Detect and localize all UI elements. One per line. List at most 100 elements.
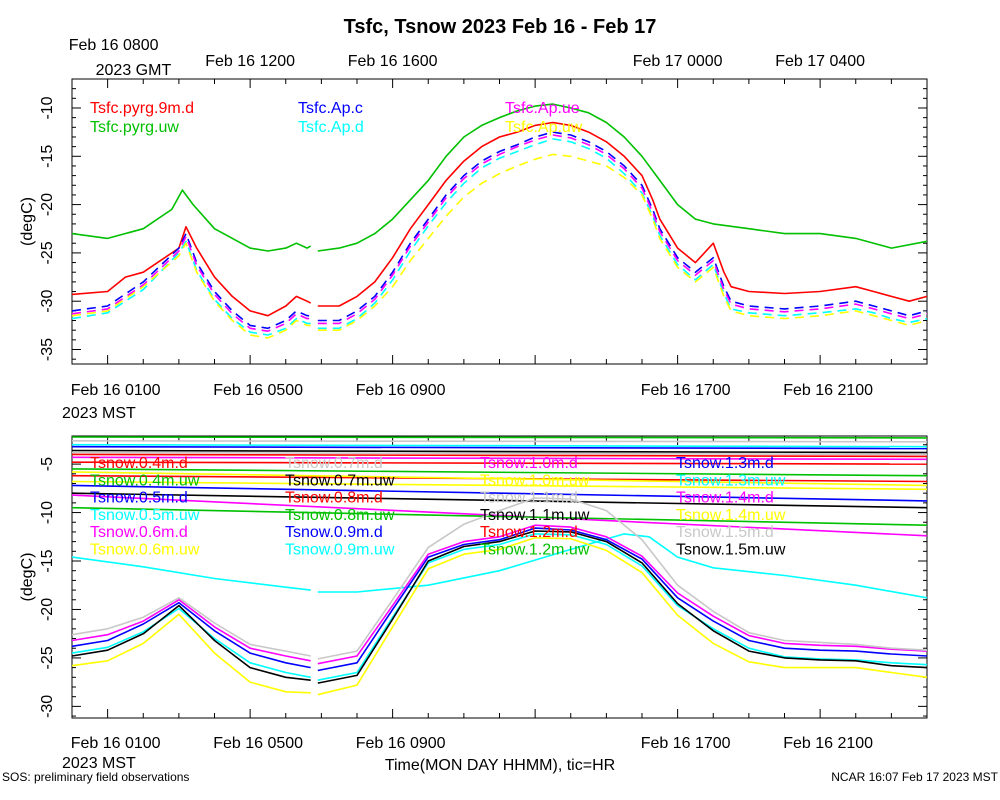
y-tick-label: -15: [39, 145, 56, 168]
gmt-tick-label: Feb 16 1200: [205, 53, 295, 70]
series-line-Tsnow.1.1m.d: [71, 439, 928, 443]
series-line-Tsfc.Ap.d: [317, 138, 928, 330]
legend-entry: Tsnow.0.6m.uw: [90, 542, 200, 559]
legend-entry: Tsnow.0.5m.uw: [90, 507, 200, 524]
legend-entry: Tsnow.1.1m.d: [480, 490, 578, 507]
legend-entry: Tsfc.pyrg.9m.d: [90, 100, 194, 117]
legend-entry: Tsnow.1.0m.d: [480, 455, 578, 472]
y-tick-label: -25: [39, 646, 56, 669]
series-line-Tsnow.0.5m.uw: [71, 556, 311, 591]
y-tick-label: -20: [39, 598, 56, 621]
legend-entry: Tsfc.Ap.ue: [505, 100, 580, 117]
mst-tick-label-p2: Feb 16 0900: [356, 735, 446, 752]
series-line-Tsnow.1.5m.d: [317, 497, 928, 660]
series-line-Tsfc.pyrg.9m.d: [317, 121, 928, 307]
series-line-Tsnow.1.0m.uw: [71, 471, 928, 487]
series-line-Tsnow.0.7m.d: [71, 451, 928, 456]
series-line-Tsnow.0.7m.uw: [71, 492, 928, 509]
mst-tick-label-p1: Feb 16 0500: [213, 382, 303, 399]
x-axis-title: Time(MON DAY HHMM), tic=HR: [385, 757, 615, 774]
series-line-Tsnow.1.4m.uw: [71, 613, 311, 694]
series-line-Tsnow.0.4m.uw: [71, 468, 928, 477]
legend-entry: Tsnow.1.3m.uw: [676, 472, 786, 489]
y-tick-label: -10: [39, 501, 56, 524]
series-line-Tsnow.0.5m.d: [71, 484, 928, 502]
legend-entry: Tsfc.Ap.uw: [505, 119, 583, 136]
series-line-Tsnow.1.0m.d: [71, 456, 928, 461]
legend-entry: Tsnow.0.7m.d: [285, 455, 383, 472]
series-line-Tsnow.1.5m.uw: [71, 604, 311, 681]
legend-entry: Tsnow.0.5m.d: [90, 490, 188, 507]
panel-2: [71, 435, 928, 719]
series-line-Tsnow.1.4m.d: [317, 524, 928, 665]
series-line-Tsnow.1.4m.uw: [317, 536, 928, 696]
legend-entry: Tsnow.1.3m.d: [676, 455, 774, 472]
legend-entry: Tsnow.1.2m.uw: [480, 542, 590, 559]
mst-tick-label-p1: Feb 16 2100: [783, 382, 873, 399]
y-axis-label: (degC): [19, 197, 36, 246]
gmt-tick-label: Feb 16 0800: [69, 37, 159, 54]
y-tick-label: -15: [39, 549, 56, 572]
series-line-Tsnow.1.3m.uw: [317, 533, 928, 681]
series-line-Tsfc.pyrg.uw: [71, 189, 312, 252]
legend-entry: Tsfc.pyrg.uw: [90, 119, 179, 136]
legend-entry: Tsnow.0.8m.uw: [285, 507, 395, 524]
series-line-Tsnow.1.5m.d: [71, 596, 311, 657]
legend-entry: Tsnow.0.9m.uw: [285, 542, 395, 559]
series-line-Tsfc.Ap.c: [317, 131, 928, 322]
series-line-Tsnow.1.3m.d: [317, 527, 928, 672]
series-line-Tsnow.1.2m.uw: [71, 436, 928, 439]
legend-entry: Tsnow.1.5m.uw: [676, 542, 786, 559]
mst-tick-label-p1: Feb 16 0100: [71, 382, 161, 399]
mst-tick-label-p2: Feb 16 0500: [213, 735, 303, 752]
series-line-Tsfc.pyrg.9m.d: [71, 226, 312, 317]
legend-entry: Tsnow.1.0m.uw: [480, 472, 590, 489]
series-line-Tsnow.0.6m.uw: [71, 480, 928, 491]
series-line-Tsfc.Ap.d: [71, 240, 311, 336]
series-line-Tsfc.Ap.uw: [317, 153, 928, 332]
series-line-Tsnow.0.9m.uw: [71, 443, 928, 448]
legend-entry: Tsfc.Ap.d: [298, 119, 364, 136]
legend-entry: Tsnow.0.9m.d: [285, 524, 383, 541]
legend-entry: Tsnow.1.4m.d: [676, 490, 774, 507]
mst-tick-label-p2: Feb 16 2100: [783, 735, 873, 752]
y-tick-label: -30: [39, 695, 56, 718]
y-axis-label: (degC): [19, 553, 36, 602]
mst-tick-label-p1: Feb 16 1700: [641, 382, 731, 399]
y-tick-label: -30: [39, 290, 56, 313]
series-line-Tsnow.0.6m.d: [71, 494, 928, 537]
legend-entry: Tsnow.0.4m.d: [90, 455, 188, 472]
gmt-axis-zone-label: 2023 GMT: [96, 62, 172, 79]
chart-title: Tsfc, Tsnow 2023 Feb 16 - Feb 17: [344, 16, 657, 38]
series-line-Tsnow.1.3m.d: [71, 601, 311, 669]
legend-entry: Tsnow.0.7m.uw: [285, 472, 395, 489]
series-line-Tsfc.Ap.c: [71, 232, 311, 330]
legend-entry: Tsnow.1.2m.d: [480, 524, 578, 541]
series-line-Tsnow.0.5m.uw: [317, 533, 928, 599]
y-tick-label: -20: [39, 193, 56, 216]
series-line-Tsnow.0.8m.uw: [71, 506, 928, 526]
series-line-Tsfc.Ap.ue: [317, 134, 928, 325]
panel-1: [71, 78, 928, 365]
y-tick-label: -25: [39, 241, 56, 264]
plot-frame: [71, 78, 928, 365]
series-line-Tsnow.1.1m.uw: [71, 449, 928, 454]
legend-entry: Tsnow.1.4m.uw: [676, 507, 786, 524]
series-line-Tsfc.Ap.uw: [71, 242, 311, 339]
series-line-Tsnow.1.5m.uw: [317, 530, 928, 684]
y-tick-label: -5: [39, 457, 56, 471]
gmt-tick-label: Feb 17 0000: [633, 53, 723, 70]
series-line-Tsnow.0.4m.d: [71, 461, 928, 465]
mst-axis-zone-label: 2023 MST: [62, 755, 136, 772]
series-line-Tsfc.Ap.ue: [71, 235, 311, 333]
y-tick-label: -35: [39, 338, 56, 361]
mst-tick-label-p2: Feb 16 1700: [641, 735, 731, 752]
legend-entry: Tsnow.0.8m.d: [285, 490, 383, 507]
legend-entry: Tsnow.1.5m.d: [676, 524, 774, 541]
mst-axis-zone-label: 2023 MST: [62, 405, 136, 422]
gmt-tick-label: Feb 17 0400: [775, 53, 865, 70]
series-line-Tsnow.1.2m.d: [71, 453, 928, 458]
legend-entry: Tsnow.1.1m.uw: [480, 507, 590, 524]
series-line-Tsfc.pyrg.uw: [317, 103, 928, 252]
gmt-tick-label: Feb 16 1600: [348, 53, 438, 70]
